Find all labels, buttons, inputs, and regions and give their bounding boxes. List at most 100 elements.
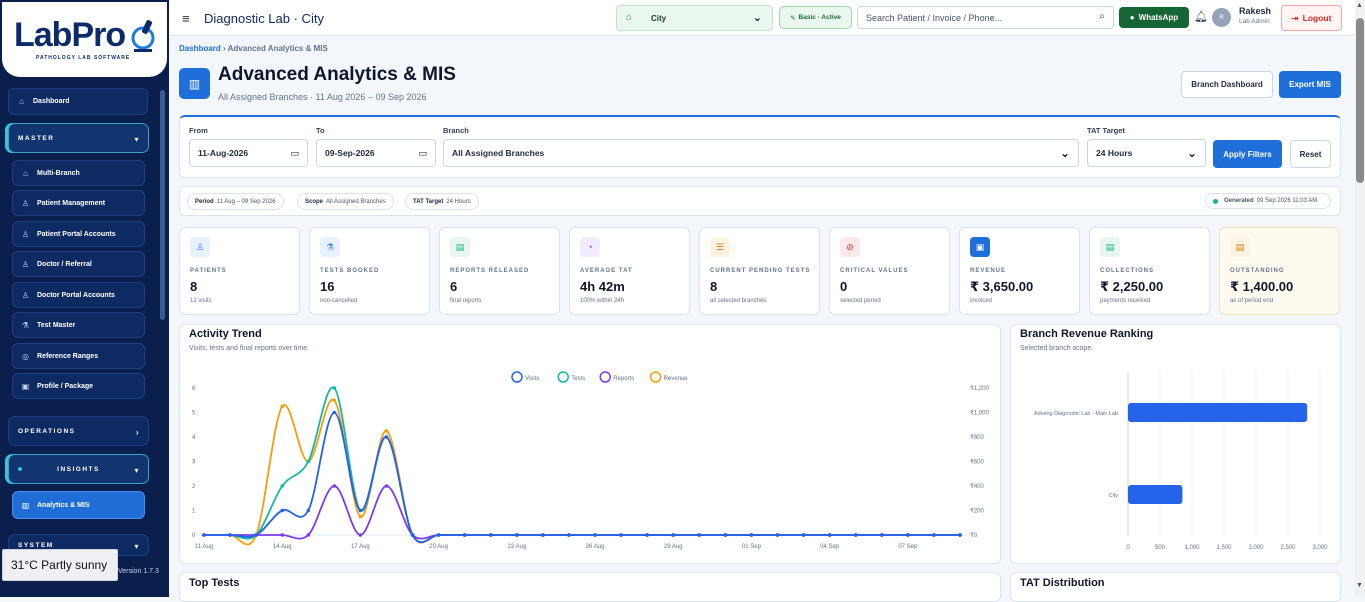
data-point: [280, 508, 285, 513]
sidebar-section-master[interactable]: MASTER ▾: [8, 123, 149, 153]
kpi-sub: non-cancelled: [320, 298, 358, 304]
sidebar-section-insights[interactable]: INSIGHTS ▾: [8, 454, 149, 484]
sidebar-item-multi-branch[interactable]: ⌂ Multi-Branch: [12, 160, 145, 186]
weather-widget[interactable]: 31°C Partly sunny: [2, 549, 118, 581]
y2-tick-label: ₹600: [970, 459, 984, 466]
from-date-input[interactable]: 11-Aug-2026 ▭: [189, 139, 308, 167]
whatsapp-button[interactable]: ● WhatsApp: [1119, 7, 1189, 28]
legend-marker: [557, 371, 569, 383]
x-tick-label: 07 Sep: [898, 544, 918, 550]
chevron-down-icon: ▾: [134, 542, 140, 551]
legend-label: Tests: [571, 376, 585, 382]
sidebar-item-profile-package[interactable]: ▣ Profile / Package: [12, 373, 145, 399]
sidebar-item-patient-management[interactable]: ♙ Patient Management: [12, 190, 145, 216]
x-tick-label: 04 Sep: [820, 544, 840, 550]
data-point: [332, 484, 337, 488]
sidebar-item-label: Doctor Portal Accounts: [37, 291, 115, 299]
branch-ranking-chart[interactable]: 0 500 1,000 1,500 2,000 2,500 3,000 Advang Diag…: [1011, 358, 1340, 558]
data-point: [906, 533, 910, 537]
tat-distribution-title: TAT Distribution: [1020, 577, 1105, 589]
top-tests-title: Top Tests: [189, 577, 240, 589]
avatar[interactable]: R: [1212, 8, 1231, 27]
x-tick-label: 23 Aug: [507, 544, 526, 550]
sidebar-item-analytics-mis[interactable]: ▥ Analytics & MIS: [12, 491, 145, 519]
ranking-subtitle: Selected branch scope.: [1020, 345, 1094, 352]
kpi-card-patients: ♙ PATIENTS 8 12 visits: [179, 227, 300, 315]
data-point: [410, 533, 415, 537]
sidebar-item-patient-portal[interactable]: ♙ Patient Portal Accounts: [12, 221, 145, 247]
page-scrollbar[interactable]: ▲ ▼: [1355, 0, 1365, 597]
doctor-icon: ♙: [21, 290, 30, 300]
bell-icon[interactable]: 🔔︎: [1194, 11, 1208, 23]
building-icon: ⌂: [23, 168, 28, 178]
tat-target-select[interactable]: 24 Hours ⌄: [1087, 139, 1206, 167]
sidebar-item-dashboard[interactable]: ⌂ Dashboard: [8, 88, 148, 115]
sidebar-item-label: Reference Ranges: [37, 352, 99, 360]
breadcrumb-dashboard[interactable]: Dashboard: [179, 44, 221, 53]
chip-key: Period: [195, 198, 214, 205]
branch-filter-select[interactable]: All Assigned Branches ⌄: [443, 139, 1079, 167]
x-tick-label: 01 Sep: [742, 544, 762, 550]
menu-icon[interactable]: ≡: [182, 11, 190, 26]
branch-dashboard-button[interactable]: Branch Dashboard: [1181, 71, 1273, 98]
tat-target-value: 24 Hours: [1096, 148, 1133, 158]
sidebar-scrollbar[interactable]: [160, 90, 165, 320]
data-point: [384, 429, 389, 433]
user-name: Rakesh: [1239, 6, 1272, 16]
microscope-icon: [131, 20, 155, 52]
user-icon: ♙: [21, 229, 30, 239]
kpi-card-average-tat: ◔ AVERAGE TAT 4h 42m 100% within 24h: [569, 227, 690, 315]
list-icon: ☰: [710, 237, 730, 257]
data-point: [228, 533, 232, 537]
scroll-down-icon[interactable]: ▼: [1356, 582, 1363, 589]
y-tick-label: 4: [192, 435, 196, 441]
search-input[interactable]: Search Patient / Invoice / Phone... ⌕: [857, 6, 1114, 29]
data-point: [697, 533, 702, 537]
data-point: [306, 533, 311, 537]
branch-select[interactable]: ⌂ City ⌄: [616, 5, 773, 31]
data-point: [332, 386, 337, 390]
section-label: OPERATIONS: [18, 427, 76, 435]
x-tick-label: 20 Aug: [429, 544, 448, 550]
export-mis-button[interactable]: Export MIS: [1279, 71, 1341, 98]
bar-chart-icon: ▥: [21, 500, 30, 510]
x-tick-label: 2,000: [1248, 545, 1264, 551]
kpi-card-collections: ▤ COLLECTIONS ₹ 2,250.00 payments received: [1089, 227, 1210, 315]
logout-button[interactable]: ⇥ Logout: [1281, 5, 1342, 31]
data-point: [306, 459, 311, 464]
data-point: [332, 398, 337, 403]
sidebar-item-doctor-portal[interactable]: ♙ Doctor Portal Accounts: [12, 282, 145, 308]
sidebar-item-doctor-referral[interactable]: ♙ Doctor / Referral: [12, 251, 145, 277]
status-dot-icon: [1213, 198, 1218, 204]
plan-icon: ✎: [790, 14, 796, 22]
kpi-value: 0: [840, 279, 848, 294]
to-label: To: [316, 126, 325, 135]
breadcrumb: Dashboard › Advanced Analytics & MIS: [179, 44, 328, 53]
sidebar-section-operations[interactable]: OPERATIONS ›: [8, 416, 149, 446]
data-point: [671, 533, 676, 537]
activity-trend-chart[interactable]: 0 1 2 3 4 5 6 ₹0 ₹200 ₹400 ₹600 ₹800 ₹1,000 ₹1,200 11 …: [180, 358, 1000, 558]
y-tick-label: 6: [192, 386, 196, 392]
reset-button[interactable]: Reset: [1290, 140, 1331, 168]
to-date-value: 09-Sep-2026: [325, 148, 375, 158]
sidebar-item-reference-ranges[interactable]: ◎ Reference Ranges: [12, 343, 145, 369]
y2-tick-label: ₹800: [970, 434, 984, 441]
logo[interactable]: LabPro PATHOLOGY LAB SOFTWARE: [2, 2, 167, 77]
data-point: [801, 533, 806, 537]
scroll-thumb[interactable]: [1356, 18, 1364, 183]
kpi-value: 6: [450, 279, 458, 294]
sidebar: LabPro PATHOLOGY LAB SOFTWARE ⌂ Dashboard…: [0, 0, 169, 597]
logo-tagline: PATHOLOGY LAB SOFTWARE: [36, 55, 131, 61]
data-point: [280, 484, 285, 488]
to-date-input[interactable]: 09-Sep-2026 ▭: [316, 139, 436, 167]
branch-filter-value: All Assigned Branches: [452, 148, 545, 158]
breadcrumb-separator: ›: [223, 44, 226, 53]
y2-tick-label: ₹400: [970, 483, 984, 490]
sidebar-item-test-master[interactable]: ⚗ Test Master: [12, 312, 145, 338]
user-icon: ♙: [21, 198, 30, 208]
apply-filters-button[interactable]: Apply Filters: [1213, 140, 1282, 168]
x-tick-label: 500: [1155, 545, 1166, 551]
alert-icon: ⊘: [840, 237, 860, 257]
kpi-value: ₹ 3,650.00: [970, 279, 1034, 294]
scroll-up-icon[interactable]: ▲: [1356, 2, 1363, 9]
